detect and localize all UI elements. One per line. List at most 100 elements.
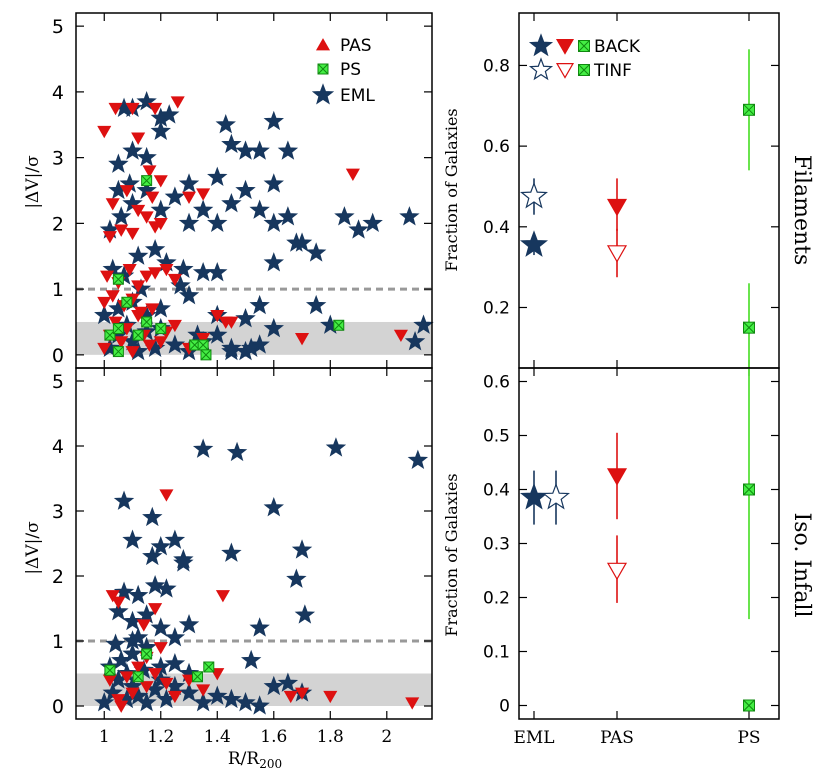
bottom-left-pas-point	[119, 671, 134, 684]
bottom-left-ps-point-cross	[132, 671, 144, 683]
top-left-pas-point	[114, 336, 129, 349]
bottom-left-ytick-label: 0	[52, 696, 64, 718]
legend-label-ps: PS	[340, 60, 361, 80]
top-left-pas-point	[170, 96, 185, 109]
top-left-pas-point	[108, 316, 123, 329]
top-right-ytick-label: 0.6	[483, 137, 510, 157]
top-left-eml-point	[164, 334, 186, 354]
bottom-left-eml-point	[150, 617, 171, 637]
top-right-back-pas-point	[606, 198, 628, 217]
top-left-eml-point	[192, 199, 214, 219]
top-left-pas-point	[142, 165, 157, 178]
bottom-left-eml-point	[113, 581, 135, 601]
bottom-left-ytick-label: 2	[52, 566, 64, 588]
top-left-pas-point	[105, 198, 120, 211]
top-left-ps-point	[112, 273, 124, 285]
bottom-left-eml-point	[164, 627, 186, 647]
top-left-eml-point	[263, 173, 284, 193]
legend-label-back: BACK	[594, 37, 641, 57]
top-left-eml-point	[111, 206, 132, 226]
top-left-eml-point	[263, 317, 284, 338]
bottom-left-eml-point	[164, 653, 186, 673]
bottom-left-y-axis-label: |ΔV|/σ	[23, 521, 43, 575]
top-left-pas-point	[122, 263, 137, 277]
bottom-left-ps-point-cross	[141, 648, 152, 660]
bottom-left-ytick-label: 3	[52, 501, 64, 523]
bottom-left-ps-point-cross	[192, 671, 203, 683]
top-left-eml-point	[235, 179, 256, 200]
bottom-left-pas-point	[111, 596, 126, 609]
bottom-left-eml-point	[325, 437, 347, 457]
bottom-left-eml-point	[122, 529, 143, 549]
top-left-ps-point	[200, 349, 212, 361]
legend-back-triangle	[555, 39, 575, 55]
top-left-ytick-label: 4	[52, 82, 64, 104]
top-left-eml-point	[404, 330, 426, 351]
top-left-ps-point	[333, 319, 345, 331]
bottom-left-eml-point	[207, 685, 228, 705]
top-left-ytick-label: 5	[52, 16, 64, 38]
top-left-pas-point	[224, 316, 239, 329]
bottom-left-pas-point	[148, 668, 163, 681]
top-left-pas-point	[345, 168, 360, 181]
top-left-eml-point	[277, 206, 299, 226]
top-left-ytick-label: 0	[52, 345, 64, 367]
top-left-eml-point	[286, 232, 307, 252]
top-left-eml-point	[249, 140, 270, 160]
top-left-eml-point	[159, 104, 180, 124]
top-left-pas-point	[210, 310, 225, 323]
top-left-ps-point	[112, 346, 124, 358]
bottom-right-frame	[518, 367, 780, 720]
legend-label-pas: PAS	[340, 36, 372, 56]
bottom-left-pas-point	[136, 619, 151, 632]
top-right-tinf-ps-point	[743, 321, 755, 334]
top-left-eml-point	[305, 242, 327, 262]
bottom-left-eml-point	[127, 584, 149, 605]
bottom-left-eml-point	[178, 682, 200, 702]
top-left-pas-point	[125, 227, 140, 241]
legend-eml-marker	[311, 83, 335, 105]
top-left-eml-point	[235, 307, 256, 328]
bottom-left-eml-point	[113, 490, 135, 510]
legend-tinf-star	[528, 57, 554, 81]
top-left-eml-point	[249, 334, 270, 354]
bottom-left-eml-point	[136, 604, 157, 624]
legend-tinf-square	[578, 64, 590, 76]
bottom-left-pas-point	[114, 700, 129, 713]
bottom-left-eml-point	[277, 672, 299, 692]
top-left-pas-point	[119, 185, 134, 198]
top-left-eml-point	[221, 192, 242, 213]
bottom-left-eml-point	[94, 692, 115, 712]
top-left-ps-point-cross	[155, 323, 167, 334]
bottom-left-xtick-label: 2	[381, 727, 392, 747]
bottom-left-xtick-label: 1.4	[204, 727, 231, 747]
top-left-pas-point	[125, 102, 140, 116]
bottom-left-frame	[75, 367, 433, 720]
top-left-pas-point	[153, 175, 168, 188]
top-left-eml-point	[178, 173, 200, 193]
top-left-eml-point	[136, 91, 157, 111]
bottom-left-pas-point	[148, 603, 163, 616]
bottom-left-ps-point-cross	[104, 664, 116, 676]
top-left-eml-point	[207, 166, 228, 187]
bottom-right-ytick-label: 0.3	[483, 535, 510, 555]
bottom-right-ytick-label: 0.6	[483, 373, 510, 393]
top-left-ps-point-cross	[113, 323, 124, 334]
category-label-eml: EML	[513, 728, 554, 748]
top-left-eml-point	[178, 284, 200, 305]
bottom-left-eml-point	[105, 633, 126, 653]
top-left-eml-point	[164, 186, 186, 206]
top-left-eml-point	[277, 140, 299, 160]
top-left-eml-point	[150, 120, 171, 140]
bottom-left-eml-point	[102, 682, 123, 702]
top-right-ytick-label: 0.8	[483, 56, 510, 76]
bottom-left-pas-point	[159, 677, 174, 691]
bottom-right-ytick-label: 0.4	[483, 481, 510, 501]
top-left-pas-point	[97, 342, 112, 356]
category-label-ps: PS	[737, 728, 760, 748]
top-left-eml-point	[240, 337, 262, 357]
top-left-pas-point	[167, 319, 182, 333]
bottom-left-pas-point	[405, 697, 420, 710]
top-right-tinf-pas-point	[606, 245, 628, 263]
top-left-ps-point-cross	[141, 316, 152, 328]
